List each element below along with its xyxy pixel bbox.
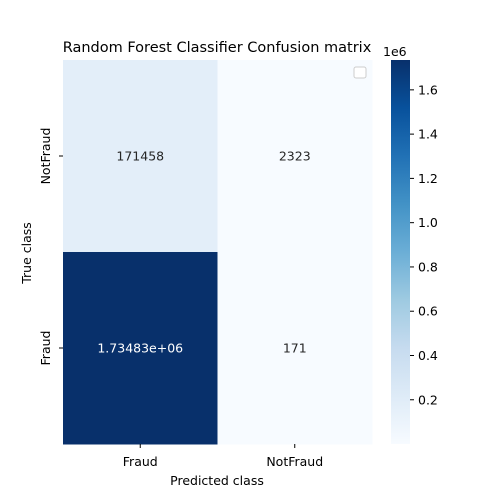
y-tick-label: Fraud [38, 331, 53, 366]
x-tick-label: NotFraud [266, 454, 323, 469]
colorbar [391, 60, 410, 444]
colorbar-tick-label: 1.4 [418, 127, 438, 142]
heatmap-cell [217, 60, 373, 253]
colorbar-tick-label: 1.6 [418, 82, 438, 97]
colorbar-tick-label: 1.0 [418, 215, 438, 230]
colorbar-tick-label: 0.6 [418, 304, 438, 319]
colorbar-tick-label: 0.8 [418, 259, 438, 274]
colorbar-tick-label: 0.2 [418, 392, 438, 407]
x-axis-label: Predicted class [170, 473, 264, 488]
x-tick-label: Fraud [123, 454, 158, 469]
cell-value-label: 171 [283, 341, 307, 356]
heatmap-cell [63, 60, 218, 253]
heatmap-cell [217, 252, 373, 445]
cell-value-label: 171458 [116, 149, 164, 164]
colorbar-tick-label: 1.2 [418, 171, 438, 186]
colorbar-tick-label: 0.4 [418, 348, 438, 363]
legend-box [353, 66, 367, 79]
y-tick-label: NotFraud [38, 128, 53, 185]
cell-value-label: 2323 [279, 149, 311, 164]
cell-value-label: 1.73483e+06 [97, 341, 183, 356]
chart-title: Random Forest Classifier Confusion matri… [63, 40, 372, 56]
colorbar-scale-label: 1e6 [383, 44, 407, 59]
heatmap-cell [63, 252, 218, 445]
y-axis-label: True class [19, 222, 34, 285]
